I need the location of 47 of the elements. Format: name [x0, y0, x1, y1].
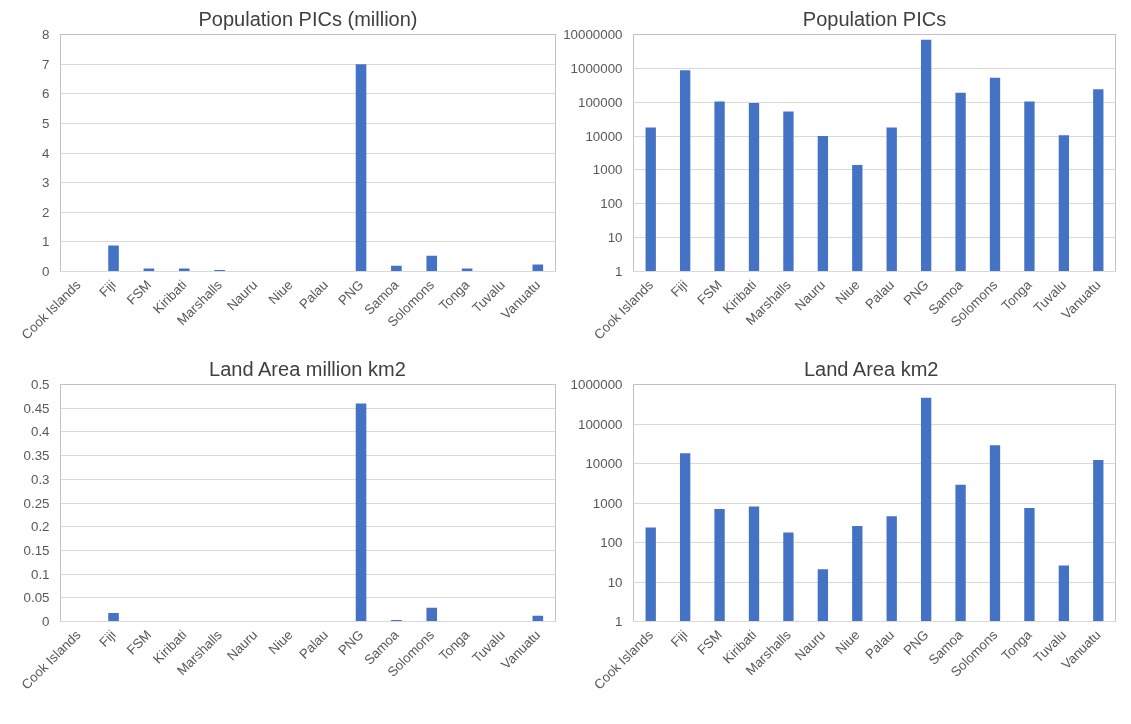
x-tick-label: Fiji	[96, 277, 119, 300]
y-tick-label: 8	[42, 27, 50, 42]
y-tick-label: 0.1	[30, 566, 50, 582]
y-tick-label: 7	[42, 56, 50, 72]
chart-title: Land Area million km2	[209, 357, 406, 380]
y-tick-label: 2	[42, 204, 50, 220]
x-tick-label: Niue	[265, 627, 296, 658]
y-tick-label: 3	[42, 175, 50, 191]
y-tick-label: 1	[615, 264, 623, 279]
y-tick-label: 1000000	[570, 60, 623, 76]
x-tick-label: Fiji	[667, 277, 691, 300]
y-tick-label: 100000	[578, 94, 623, 110]
y-tick-label: 10000	[585, 128, 623, 144]
y-tick-label: 0	[42, 614, 50, 629]
chart-title: Population PICs	[802, 7, 947, 30]
x-tick-label: Niue	[832, 627, 863, 658]
y-tick-label: 0.5	[30, 377, 50, 392]
y-tick-label: 10000	[585, 456, 623, 471]
x-tick-label: Fiji	[96, 627, 119, 650]
y-tick-label: 1	[42, 234, 50, 250]
y-tick-label: 100000	[578, 416, 623, 432]
y-tick-label: 0.05	[23, 590, 50, 606]
y-tick-label: 1	[615, 614, 623, 629]
y-tick-label: 1000	[592, 495, 623, 511]
y-tick-label: 100	[600, 196, 623, 212]
y-tick-label: 0	[42, 264, 50, 279]
y-tick-label: 0.45	[23, 400, 50, 416]
y-tick-label: 10	[607, 230, 623, 246]
chart-title: Land Area km2	[803, 357, 939, 380]
y-tick-label: 0.2	[30, 519, 50, 535]
chart-title: Population PICs (million)	[198, 7, 418, 30]
y-tick-label: 0.3	[30, 471, 50, 487]
y-tick-label: 0.4	[30, 424, 51, 440]
x-tick-label: Niue	[265, 277, 296, 308]
y-tick-label: 1000000	[570, 377, 623, 392]
y-tick-label: 4	[42, 145, 51, 161]
x-tick-label: Fiji	[667, 627, 691, 650]
y-tick-label: 10	[607, 574, 623, 590]
x-tick-label: Niue	[832, 277, 863, 308]
y-tick-label: 0.25	[23, 495, 50, 511]
y-tick-label: 0.35	[23, 448, 50, 464]
y-tick-label: 10000000	[563, 27, 623, 42]
y-tick-label: 100	[600, 535, 623, 550]
y-tick-label: 6	[42, 86, 50, 102]
y-tick-label: 5	[42, 115, 50, 131]
y-tick-label: 1000	[592, 162, 623, 178]
y-tick-label: 0.15	[23, 542, 50, 558]
